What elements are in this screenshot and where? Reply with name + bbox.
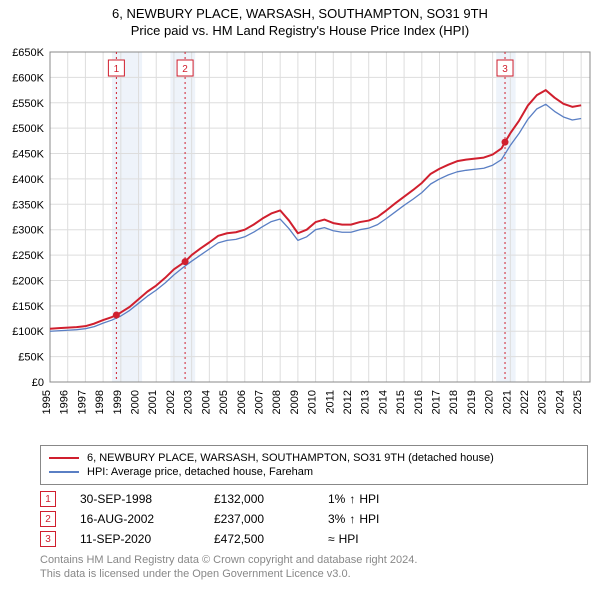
hpi-arrow-icon: ↑ [349, 492, 355, 506]
svg-text:£200K: £200K [12, 275, 44, 287]
legend-row: HPI: Average price, detached house, Fare… [49, 466, 579, 478]
svg-text:1999: 1999 [112, 390, 124, 414]
svg-text:2008: 2008 [271, 390, 283, 414]
hpi-label: HPI [359, 512, 379, 526]
transaction-marker: 3 [40, 531, 56, 547]
chart-title-address: 6, NEWBURY PLACE, WARSASH, SOUTHAMPTON, … [8, 6, 592, 21]
svg-text:2019: 2019 [466, 390, 478, 414]
chart-area: £0 £50K £100K £150K £200K £250K £300K £350K £400… [0, 42, 600, 437]
chart-footer: Contains HM Land Registry data © Crown c… [40, 553, 588, 582]
svg-text:£50K: £50K [18, 352, 44, 364]
svg-text:2002: 2002 [165, 390, 177, 414]
hpi-pct: 1% [328, 492, 345, 506]
svg-text:£600K: £600K [12, 72, 44, 84]
svg-text:£450K: £450K [12, 149, 44, 161]
svg-text:£350K: £350K [12, 199, 44, 211]
svg-text:1995: 1995 [41, 390, 53, 414]
svg-text:2016: 2016 [413, 390, 425, 414]
legend-box: 6, NEWBURY PLACE, WARSASH, SOUTHAMPTON, … [40, 445, 588, 485]
transaction-row: 3 11-SEP-2020 £472,500 ≈ HPI [40, 531, 588, 547]
svg-text:2007: 2007 [253, 390, 265, 414]
legend-label: HPI: Average price, detached house, Fare… [87, 466, 313, 478]
svg-text:£650K: £650K [12, 47, 44, 59]
svg-text:2022: 2022 [519, 390, 531, 414]
svg-text:2015: 2015 [395, 390, 407, 414]
svg-text:2003: 2003 [183, 390, 195, 414]
chart-title-subtitle: Price paid vs. HM Land Registry's House … [8, 23, 592, 38]
transaction-hpi: ≈ HPI [328, 532, 359, 546]
svg-text:2001: 2001 [147, 390, 159, 414]
svg-text:2024: 2024 [554, 390, 566, 414]
transaction-marker: 1 [40, 491, 56, 507]
hpi-pct: 3% [328, 512, 345, 526]
transaction-hpi: 3% ↑ HPI [328, 512, 379, 526]
footer-line1: Contains HM Land Registry data © Crown c… [40, 553, 588, 567]
svg-text:1998: 1998 [94, 390, 106, 414]
legend-label: 6, NEWBURY PLACE, WARSASH, SOUTHAMPTON, … [87, 452, 494, 464]
hpi-label: HPI [359, 492, 379, 506]
hpi-label: HPI [339, 532, 359, 546]
legend-row: 6, NEWBURY PLACE, WARSASH, SOUTHAMPTON, … [49, 452, 579, 464]
svg-text:2006: 2006 [236, 390, 248, 414]
svg-text:2013: 2013 [360, 390, 372, 414]
svg-text:2004: 2004 [200, 390, 212, 414]
transaction-row: 1 30-SEP-1998 £132,000 1% ↑ HPI [40, 491, 588, 507]
svg-text:1996: 1996 [59, 390, 71, 414]
svg-text:£100K: £100K [12, 326, 44, 338]
svg-text:2012: 2012 [342, 390, 354, 414]
line-chart-svg: £0 £50K £100K £150K £200K £250K £300K £350K £400… [0, 42, 600, 437]
transaction-row: 2 16-AUG-2002 £237,000 3% ↑ HPI [40, 511, 588, 527]
svg-text:£500K: £500K [12, 123, 44, 135]
svg-text:2011: 2011 [324, 390, 336, 414]
transaction-price: £237,000 [214, 512, 304, 526]
svg-text:£550K: £550K [12, 98, 44, 110]
svg-text:2020: 2020 [484, 390, 496, 414]
chart-title-block: 6, NEWBURY PLACE, WARSASH, SOUTHAMPTON, … [0, 0, 600, 42]
transaction-price: £132,000 [214, 492, 304, 506]
svg-text:2025: 2025 [572, 390, 584, 414]
transaction-hpi: 1% ↑ HPI [328, 492, 379, 506]
svg-text:1: 1 [114, 64, 120, 75]
transaction-marker: 2 [40, 511, 56, 527]
svg-text:£150K: £150K [12, 301, 44, 313]
hpi-arrow-icon: ↑ [349, 512, 355, 526]
transactions-table: 1 30-SEP-1998 £132,000 1% ↑ HPI 2 16-AUG-2002 £2… [40, 491, 588, 547]
svg-text:3: 3 [502, 64, 508, 75]
transaction-date: 30-SEP-1998 [80, 492, 190, 506]
svg-text:2021: 2021 [501, 390, 513, 414]
svg-text:2000: 2000 [130, 390, 142, 414]
svg-text:2017: 2017 [431, 390, 443, 414]
svg-text:1997: 1997 [76, 390, 88, 414]
svg-text:2018: 2018 [448, 390, 460, 414]
svg-text:£0: £0 [32, 377, 44, 389]
svg-text:£300K: £300K [12, 225, 44, 237]
footer-line2: This data is licensed under the Open Gov… [40, 567, 588, 581]
legend-swatch [49, 457, 79, 459]
hpi-arrow-icon: ≈ [328, 532, 335, 546]
svg-text:£250K: £250K [12, 250, 44, 262]
transaction-date: 16-AUG-2002 [80, 512, 190, 526]
svg-text:2010: 2010 [307, 390, 319, 414]
transaction-price: £472,500 [214, 532, 304, 546]
svg-text:2: 2 [182, 64, 188, 75]
svg-text:2014: 2014 [377, 390, 389, 414]
svg-text:2005: 2005 [218, 390, 230, 414]
svg-text:2009: 2009 [289, 390, 301, 414]
transaction-date: 11-SEP-2020 [80, 532, 190, 546]
svg-text:2023: 2023 [537, 390, 549, 414]
legend-swatch [49, 471, 79, 473]
svg-text:£400K: £400K [12, 174, 44, 186]
